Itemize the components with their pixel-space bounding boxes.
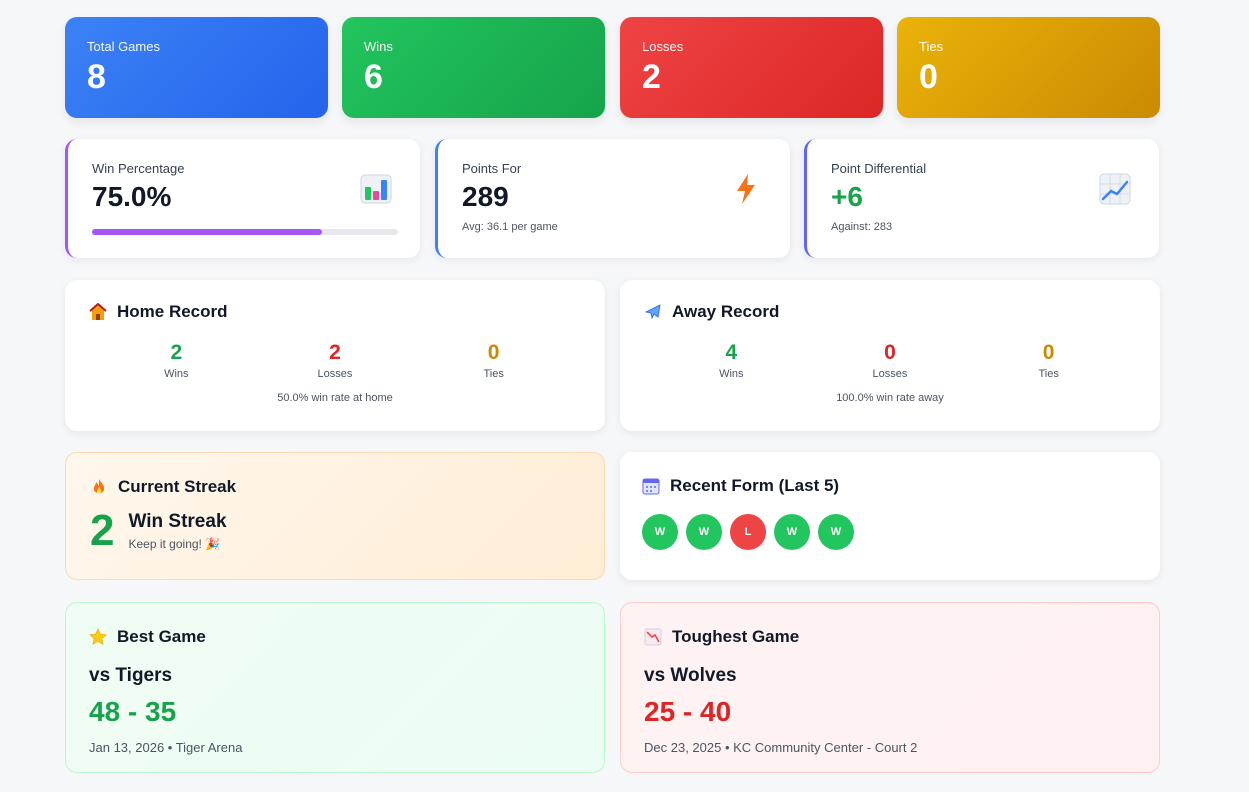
airplane-icon [644,304,661,320]
away-losses-label: Losses [872,368,908,380]
stat-label: Wins [364,39,393,54]
stat-value: 0 [919,58,938,96]
recent-form-results: W W L W W [642,514,1138,550]
home-record-heading: Home Record [89,302,581,322]
win-percentage-progress-fill [92,229,322,235]
form-result-chip: W [774,514,810,550]
toughest-game-heading: Toughest Game [644,627,1136,647]
stat-label: Total Games [87,39,160,54]
away-losses-value: 0 [884,341,896,364]
form-result-chip: W [686,514,722,550]
stat-card-total-games: Total Games 8 [65,17,328,118]
away-record-card: Away Record 4 Wins 0 Losses 0 Ties 100.0… [620,280,1160,431]
form-result-chip: W [642,514,678,550]
win-percentage-label: Win Percentage [92,161,185,176]
toughest-game-opponent: vs Wolves [644,665,737,686]
toughest-game-title: Toughest Game [672,627,800,646]
home-record-card: Home Record 2 Wins 2 Losses 0 Ties 50.0%… [65,280,605,431]
point-differential-value: +6 [831,181,863,212]
stat-card-wins: Wins 6 [342,17,605,118]
trend-up-icon [1099,173,1131,205]
streak-count: 2 [90,506,115,555]
point-differential-label: Point Differential [831,161,927,176]
home-losses-label: Losses [317,368,353,380]
points-for-average: Avg: 36.1 per game [462,220,558,233]
streak-type: Win Streak [128,511,227,532]
house-icon [89,303,107,320]
form-result-chip: W [818,514,854,550]
lightning-icon [737,174,755,204]
win-percentage-value: 75.0% [92,181,172,212]
away-ties-label: Ties [1038,368,1059,380]
away-win-rate: 100.0% win rate away [836,392,944,404]
home-win-rate: 50.0% win rate at home [277,392,393,404]
points-against: Against: 283 [831,220,893,233]
away-wins-value: 4 [725,341,738,364]
home-losses-value: 2 [329,341,341,364]
points-for-card: Points For 289 Avg: 36.1 per game [435,139,790,258]
home-wins-label: Wins [164,368,189,380]
stat-value: 8 [87,58,106,96]
away-record-title: Away Record [672,302,780,321]
win-percentage-card: Win Percentage 75.0% [65,139,420,258]
current-streak-heading: Current Streak [90,477,580,497]
recent-form-card: Recent Form (Last 5) W W L W W [620,452,1160,580]
toughest-game-card: Toughest Game vs Wolves 25 - 40 Dec 23, … [620,602,1160,773]
stat-card-losses: Losses 2 [620,17,883,118]
stat-card-ties: Ties 0 [897,17,1160,118]
toughest-game-score: 25 - 40 [644,696,732,727]
home-losses: 2 Losses [275,342,395,380]
bar-chart-icon [360,174,392,204]
star-icon [89,628,107,646]
best-game-card: Best Game vs Tigers 48 - 35 Jan 13, 2026… [65,602,605,773]
points-for-value: 289 [462,181,509,212]
away-ties: 0 Ties [989,342,1109,380]
away-wins-label: Wins [719,368,744,380]
away-record-heading: Away Record [644,302,1136,322]
home-ties-value: 0 [487,341,500,364]
best-game-heading: Best Game [89,627,581,647]
streak-message: Keep it going! 🎉 [128,537,221,551]
home-wins-value: 2 [170,341,183,364]
home-ties: 0 Ties [434,342,554,380]
recent-form-title: Recent Form (Last 5) [670,476,840,495]
stat-label: Losses [642,39,684,54]
home-wins: 2 Wins [116,342,236,380]
recent-form-heading: Recent Form (Last 5) [642,476,1138,496]
stat-value: 6 [364,58,383,96]
current-streak-card: Current Streak 2 Win Streak Keep it goin… [65,452,605,580]
away-wins: 4 Wins [671,342,791,380]
best-game-title: Best Game [117,627,206,646]
chart-down-icon [644,628,662,646]
form-result-chip: L [730,514,766,550]
best-game-score: 48 - 35 [89,696,177,727]
away-ties-value: 0 [1042,341,1055,364]
best-game-meta: Jan 13, 2026 • Tiger Arena [89,739,243,755]
current-streak-title: Current Streak [118,477,237,496]
points-for-label: Points For [462,161,522,176]
stat-label: Ties [919,39,944,54]
win-percentage-progress-track [92,229,398,235]
away-losses: 0 Losses [830,342,950,380]
point-differential-card: Point Differential +6 Against: 283 [804,139,1159,258]
home-record-title: Home Record [117,302,228,321]
toughest-game-meta: Dec 23, 2025 • KC Community Center - Cou… [644,739,918,755]
home-ties-label: Ties [483,368,504,380]
calendar-icon [642,478,660,495]
best-game-opponent: vs Tigers [89,665,173,686]
fire-icon [93,479,105,494]
stat-value: 2 [642,58,661,96]
